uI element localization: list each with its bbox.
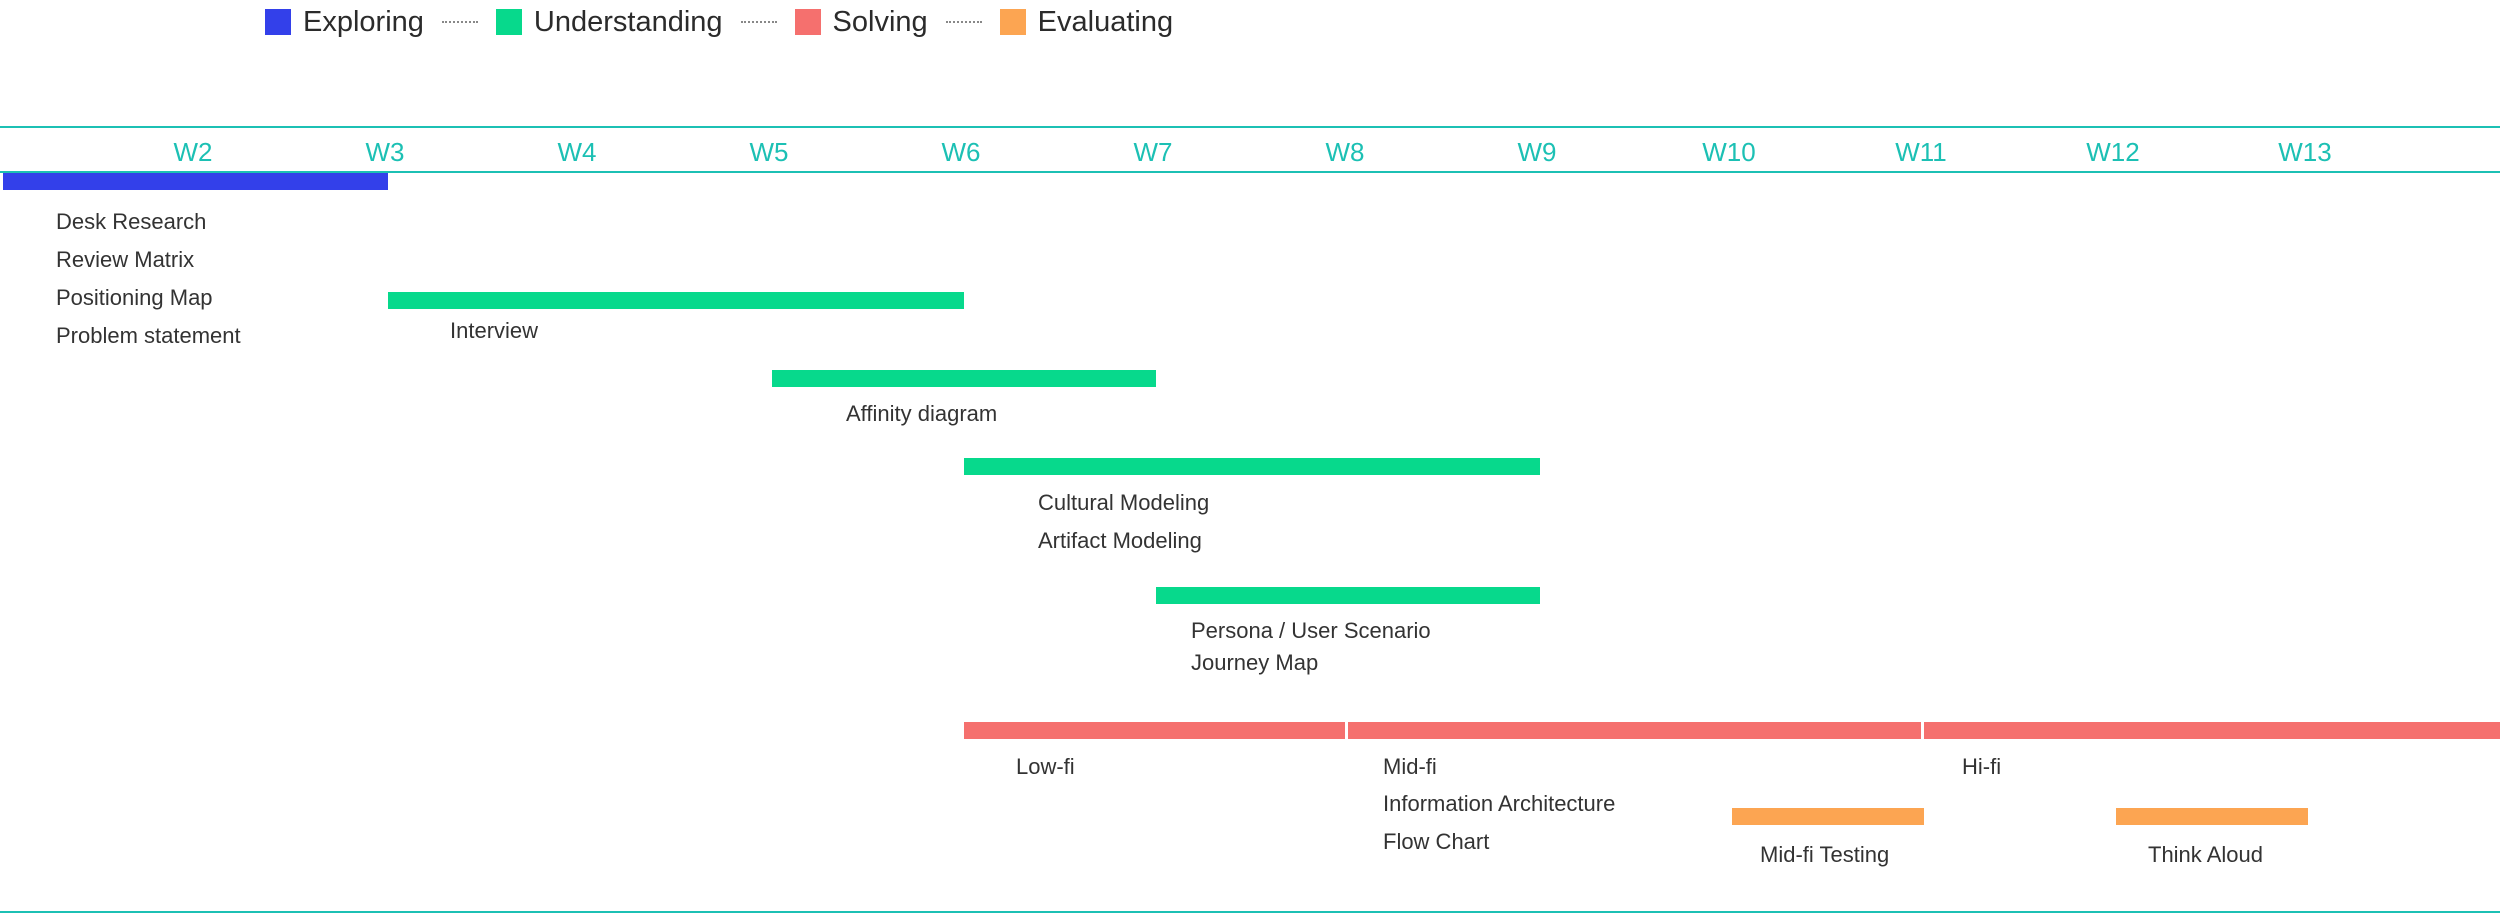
task-label: Artifact Modeling bbox=[1038, 528, 1202, 553]
week-tick-w3: W3 bbox=[365, 137, 405, 167]
task-label: Think Aloud bbox=[2148, 842, 2263, 867]
gantt-bar-solving bbox=[1924, 722, 2500, 739]
task-label: Positioning Map bbox=[56, 285, 213, 310]
legend-item-evaluating: Evaluating bbox=[999, 5, 1174, 39]
gantt-bar-evaluating bbox=[2116, 808, 2308, 825]
week-tick-w13: W13 bbox=[2278, 137, 2332, 167]
legend-swatch-understanding bbox=[495, 9, 522, 35]
legend-separator bbox=[740, 21, 777, 23]
chart-baseline-rule bbox=[0, 911, 2500, 913]
legend-label-exploring: Exploring bbox=[303, 5, 424, 38]
week-tick-w11: W11 bbox=[1895, 137, 1947, 167]
task-label: Desk Research bbox=[56, 209, 207, 234]
legend-separator bbox=[945, 21, 982, 23]
gantt-bar-evaluating bbox=[1732, 808, 1924, 825]
legend-label-understanding: Understanding bbox=[533, 5, 723, 38]
task-label: Information Architecture bbox=[1383, 791, 1616, 816]
legend-separator bbox=[441, 21, 478, 23]
week-tick-w10: W10 bbox=[1702, 137, 1756, 167]
week-tick-w7: W7 bbox=[1133, 137, 1173, 167]
legend-item-exploring: Exploring bbox=[265, 6, 424, 39]
task-label: Low-fi bbox=[1016, 754, 1075, 779]
task-label: Interview bbox=[450, 318, 539, 343]
legend-swatch-solving bbox=[794, 9, 821, 35]
task-label: Mid-fi bbox=[1383, 754, 1437, 779]
legend-swatch-exploring bbox=[265, 9, 291, 35]
week-tick-w6: W6 bbox=[941, 137, 981, 167]
week-tick-w9: W9 bbox=[1517, 137, 1557, 167]
gantt-bar-understanding bbox=[772, 370, 1156, 387]
gantt-bar-solving bbox=[964, 722, 1345, 739]
legend-swatch-evaluating bbox=[999, 9, 1026, 35]
legend: Exploring Understanding Solving Evaluati… bbox=[265, 4, 1173, 40]
task-label: Flow Chart bbox=[1383, 829, 1490, 854]
task-label: Problem statement bbox=[56, 323, 241, 348]
gantt-bar-solving bbox=[1348, 722, 1921, 739]
task-label: Cultural Modeling bbox=[1038, 490, 1210, 515]
task-label: Review Matrix bbox=[56, 247, 195, 272]
legend-label-solving: Solving bbox=[832, 5, 928, 38]
gantt-bar-understanding bbox=[964, 458, 1540, 475]
axis-bottom-rule bbox=[0, 171, 2500, 173]
week-tick-w12: W12 bbox=[2086, 137, 2140, 167]
legend-item-solving: Solving bbox=[794, 5, 928, 39]
task-label: Mid-fi Testing bbox=[1760, 842, 1890, 867]
legend-item-understanding: Understanding bbox=[495, 5, 723, 39]
task-label: Persona / User Scenario bbox=[1191, 618, 1431, 643]
week-tick-w2: W2 bbox=[173, 137, 213, 167]
gantt-bar-understanding bbox=[1156, 587, 1540, 604]
gantt-bar-exploring bbox=[3, 173, 388, 190]
task-label: Hi-fi bbox=[1962, 754, 2002, 779]
week-tick-w8: W8 bbox=[1325, 137, 1365, 167]
legend-label-evaluating: Evaluating bbox=[1037, 5, 1174, 38]
task-label: Journey Map bbox=[1191, 650, 1319, 675]
axis-top-rule bbox=[0, 126, 2500, 128]
week-tick-w4: W4 bbox=[557, 137, 597, 167]
task-label: Affinity diagram bbox=[846, 401, 998, 426]
week-tick-w5: W5 bbox=[749, 137, 789, 167]
gantt-bar-understanding bbox=[388, 292, 964, 309]
